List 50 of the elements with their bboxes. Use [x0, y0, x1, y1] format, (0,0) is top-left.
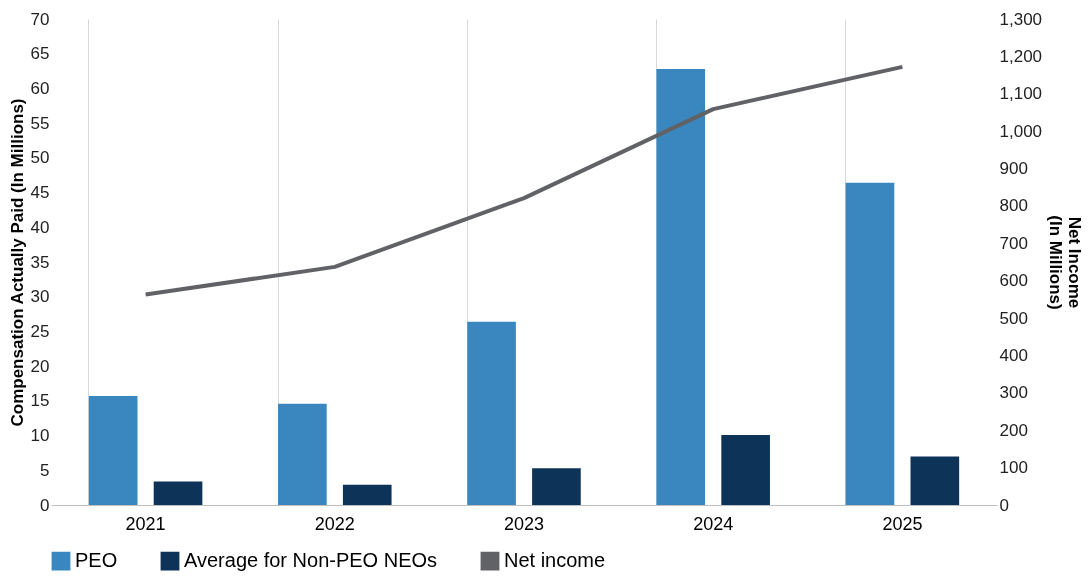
y-tick-label: 5 — [40, 460, 50, 480]
y2-tick-label: 1,100 — [999, 84, 1043, 104]
x-tick-label: 2025 — [882, 513, 923, 534]
bar — [845, 182, 895, 505]
bar — [342, 484, 392, 505]
y-tick-label: 70 — [30, 9, 50, 29]
y2-tick-label: 800 — [999, 196, 1028, 216]
y2-tick-label: 0 — [999, 495, 1009, 515]
x-tick-label: 2021 — [125, 513, 166, 534]
x-tick-label: 2022 — [314, 513, 355, 534]
y-tick-label: 40 — [30, 217, 50, 237]
y-tick-label: 60 — [30, 78, 50, 98]
y2-tick-label: 1,000 — [999, 121, 1043, 141]
bar — [278, 403, 327, 505]
y-tick-label: 65 — [30, 44, 50, 64]
x-tick-label: 2024 — [693, 513, 734, 534]
bar — [721, 434, 770, 505]
x-tick-label: 2023 — [503, 513, 545, 534]
bar — [88, 396, 138, 505]
y-axis-title: Compensation Actually Paid (In Millions) — [7, 98, 27, 427]
y2-tick-label: 700 — [999, 233, 1028, 253]
y-tick-label: 15 — [30, 391, 50, 411]
y2-tick-label: 400 — [999, 345, 1028, 365]
y-tick-label: 35 — [30, 252, 50, 272]
y2-tick-label: 500 — [999, 308, 1028, 328]
legend-label: PEO — [75, 549, 118, 572]
y2-tick-label: 200 — [999, 420, 1028, 440]
y-tick-label: 30 — [30, 287, 50, 307]
bar — [532, 468, 581, 505]
legend-label: Net income — [504, 549, 606, 572]
y2-tick-label: 600 — [999, 271, 1028, 291]
y-tick-label: 0 — [40, 495, 50, 515]
line-series — [143, 64, 905, 297]
y2-tick-label: 300 — [999, 383, 1028, 403]
y2-tick-label: 1,300 — [999, 9, 1043, 29]
bar — [467, 321, 516, 505]
y-tick-label: 10 — [30, 426, 50, 446]
y-tick-label: 20 — [30, 356, 50, 376]
y2-tick-label: 1,200 — [999, 46, 1043, 66]
y2-tick-label: 100 — [999, 458, 1028, 478]
bar — [153, 481, 203, 505]
y-tick-label: 45 — [30, 183, 50, 203]
y-tick-label: 50 — [30, 148, 50, 168]
y-tick-label: 25 — [30, 321, 50, 341]
legend-label: Average for Non-PEO NEOs — [184, 549, 438, 572]
bar — [910, 456, 960, 505]
y-tick-label: 55 — [30, 113, 50, 133]
y2-axis-title: Net Income (In Millions) — [1046, 215, 1085, 310]
bar — [656, 68, 706, 505]
y2-tick-label: 900 — [999, 159, 1028, 179]
